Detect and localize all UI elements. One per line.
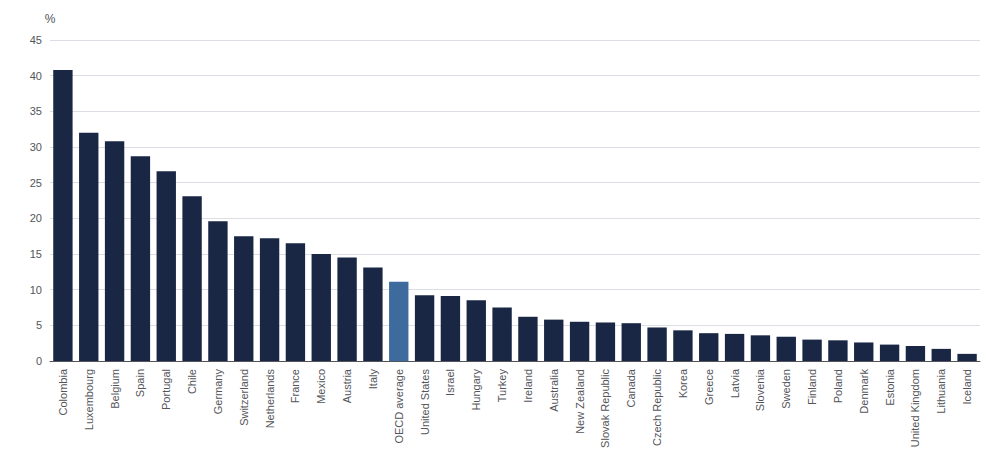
svg-text:Ireland: Ireland: [522, 369, 534, 403]
svg-text:Australia: Australia: [548, 368, 560, 412]
svg-text:United Kingdom: United Kingdom: [909, 369, 921, 447]
svg-text:Finland: Finland: [806, 369, 818, 405]
svg-text:30: 30: [30, 141, 42, 153]
svg-text:Spain: Spain: [134, 369, 146, 397]
svg-text:Luxembourg: Luxembourg: [83, 369, 95, 430]
svg-text:40: 40: [30, 70, 42, 82]
svg-text:5: 5: [36, 319, 42, 331]
svg-text:45: 45: [30, 34, 42, 46]
svg-text:Belgium: Belgium: [109, 369, 121, 409]
svg-text:Slovenia: Slovenia: [754, 368, 766, 411]
svg-text:Sweden: Sweden: [780, 369, 792, 409]
svg-text:Mexico: Mexico: [315, 369, 327, 404]
svg-text:OECD average: OECD average: [393, 369, 405, 444]
svg-text:10: 10: [30, 284, 42, 296]
svg-text:Switzerland: Switzerland: [238, 369, 250, 426]
svg-text:France: France: [289, 369, 301, 403]
svg-text:Slovak Republic: Slovak Republic: [599, 369, 611, 448]
svg-text:Israel: Israel: [444, 369, 456, 396]
svg-text:Portugal: Portugal: [160, 369, 172, 410]
svg-text:Chile: Chile: [186, 369, 198, 394]
svg-text:Greece: Greece: [703, 369, 715, 405]
svg-text:Iceland: Iceland: [961, 369, 973, 404]
svg-text:Latvia: Latvia: [729, 368, 741, 398]
svg-text:25: 25: [30, 177, 42, 189]
svg-text:0: 0: [36, 355, 42, 367]
svg-text:Korea: Korea: [677, 368, 689, 398]
svg-text:Austria: Austria: [341, 368, 353, 403]
svg-text:Czech Republic: Czech Republic: [651, 369, 663, 447]
svg-text:Colombia: Colombia: [57, 368, 69, 415]
svg-text:Germany: Germany: [212, 369, 224, 415]
svg-text:%: %: [45, 12, 56, 26]
svg-text:Turkey: Turkey: [496, 369, 508, 403]
svg-text:Italy: Italy: [367, 369, 379, 390]
svg-text:Canada: Canada: [625, 368, 637, 407]
svg-text:Estonia: Estonia: [884, 368, 896, 406]
svg-text:Poland: Poland: [832, 369, 844, 403]
svg-text:Netherlands: Netherlands: [264, 369, 276, 429]
svg-text:20: 20: [30, 212, 42, 224]
svg-text:United States: United States: [419, 369, 431, 436]
svg-text:35: 35: [30, 105, 42, 117]
svg-text:Lithuania: Lithuania: [935, 368, 947, 414]
svg-text:New Zealand: New Zealand: [574, 369, 586, 434]
svg-text:Hungary: Hungary: [470, 369, 482, 411]
svg-text:Denmark: Denmark: [858, 369, 870, 414]
svg-text:15: 15: [30, 248, 42, 260]
